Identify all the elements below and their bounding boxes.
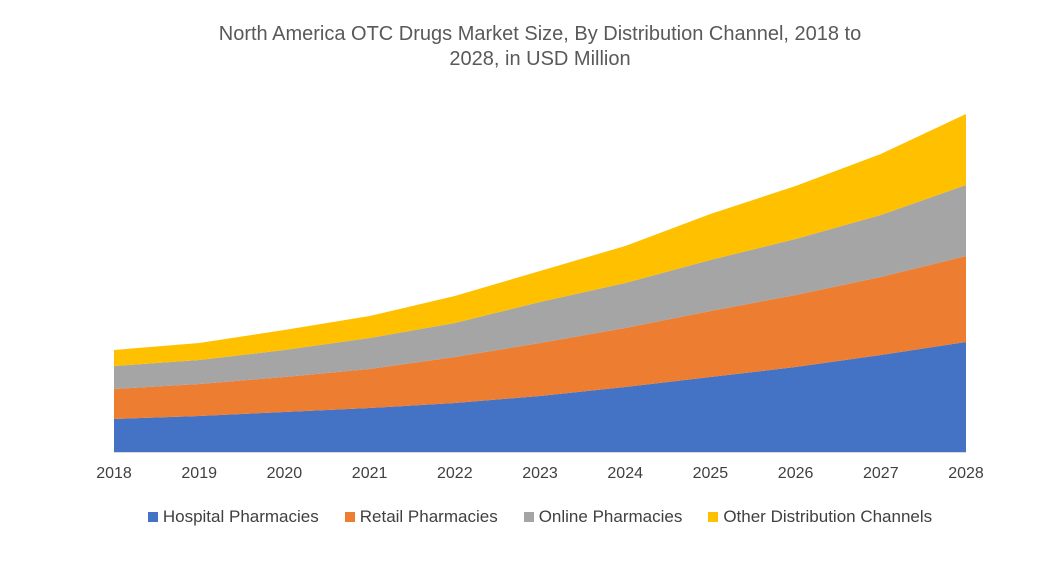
legend-label: Other Distribution Channels	[723, 507, 933, 526]
area-hospital-pharmacies	[114, 342, 966, 452]
x-tick-label: 2022	[437, 465, 473, 482]
x-tick-label: 2020	[267, 465, 303, 482]
legend-swatch	[708, 512, 719, 522]
area-retail-pharmacies	[114, 256, 966, 419]
chart-title-line-1: North America OTC Drugs Market Size, By …	[218, 23, 862, 45]
x-tick-label: 2019	[181, 465, 217, 482]
legend-label: Online Pharmacies	[538, 507, 683, 526]
x-tick-label: 2021	[352, 465, 388, 482]
x-axis-ticks: 2018 2019 2020 2021 2022 2023 2024 2025 2026 2027…	[96, 465, 984, 482]
x-tick-label: 2025	[693, 465, 729, 482]
legend-swatch	[147, 512, 158, 522]
legend-item: Online Pharmacies	[523, 507, 683, 527]
legend-swatch	[344, 512, 355, 522]
legend-item: Hospital Pharmacies	[147, 507, 319, 527]
area-chart: 2018 2019 2020 2021 2022 2023 2024 2025 2026 2027…	[96, 114, 984, 482]
x-tick-label: 2026	[778, 465, 814, 482]
x-tick-label: 2027	[863, 465, 899, 482]
x-tick-label: 2018	[96, 465, 132, 482]
area-series-group	[114, 114, 966, 452]
x-tick-label: 2023	[522, 465, 558, 482]
chart-title: North America OTC Drugs Market Size, By …	[0, 22, 1057, 72]
legend-item: Retail Pharmacies	[344, 507, 498, 527]
legend-label: Hospital Pharmacies	[162, 507, 319, 526]
x-tick-label: 2024	[607, 465, 643, 482]
legend-swatch	[523, 512, 534, 522]
chart-title-line-2: 2028, in USD Million	[449, 48, 631, 70]
x-tick-label: 2028	[948, 465, 984, 482]
area-online-pharmacies	[114, 185, 966, 389]
legend-label: Retail Pharmacies	[359, 507, 498, 526]
legend-item: Other Distribution Channels	[708, 507, 932, 527]
chart-legend: Hospital Pharmacies Retail Pharmacies Onli…	[0, 507, 1057, 527]
